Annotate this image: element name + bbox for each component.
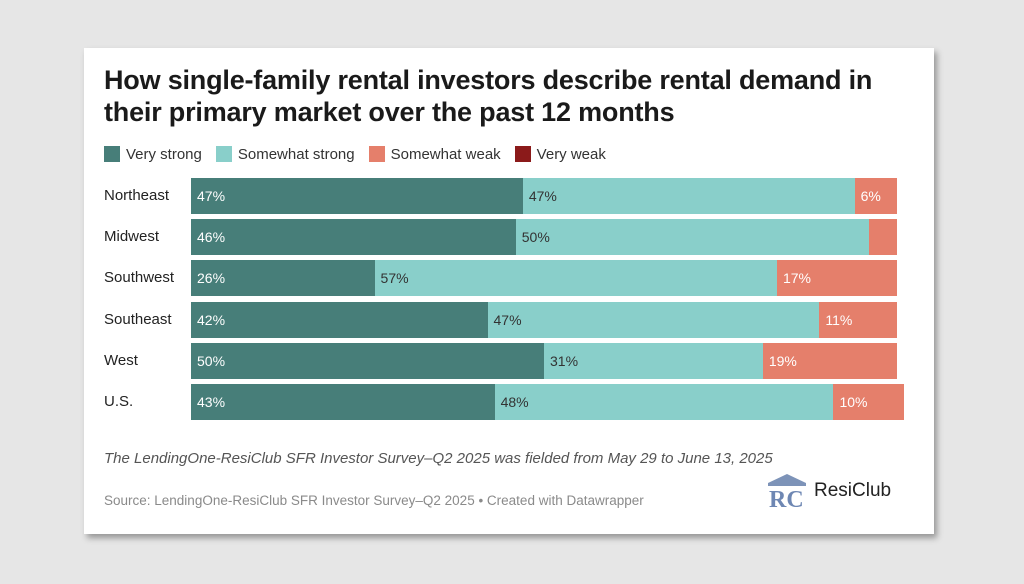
bar-segment-very-strong: 46% <box>191 219 516 256</box>
bar-segment-very-strong: 50% <box>191 342 544 379</box>
legend-item-very-strong: Very strong <box>104 146 202 163</box>
category-label: Southeast <box>104 310 172 328</box>
bar-segment-somewhat-weak: 6% <box>854 178 897 214</box>
bar-segment-somewhat-weak <box>868 219 897 256</box>
bar-row: 43% 48% 10% <box>191 384 905 420</box>
logo-mark-letters: RC <box>769 487 804 508</box>
legend-item-very-weak: Very weak <box>514 145 606 163</box>
category-label: Northeast <box>104 187 170 204</box>
bar-segment-very-strong: 42% <box>191 301 488 338</box>
legend-label-very-strong: Very strong <box>126 145 202 163</box>
bar-segment-very-strong: 43% <box>191 384 495 420</box>
bar-row: 26% 57% 17% <box>191 260 897 297</box>
category-label: West <box>104 351 138 369</box>
legend-swatch-very-strong <box>104 146 120 162</box>
legend-item-somewhat-weak: Somewhat weak <box>368 145 501 163</box>
category-label: Midwest <box>104 228 160 246</box>
legend-swatch-somewhat-weak <box>368 146 385 162</box>
bar-segment-somewhat-strong: 47% <box>522 178 855 214</box>
bar-segment-somewhat-weak: 19% <box>762 342 897 379</box>
category-label: U.S. <box>104 393 134 410</box>
legend-label-somewhat-strong: Somewhat strong <box>237 145 355 163</box>
bar-segment-somewhat-weak: 17% <box>776 260 897 297</box>
bar-segment-somewhat-strong: 50% <box>515 219 869 256</box>
legend: Very strong Somewhat strong Somewhat wea… <box>104 144 606 164</box>
bar-row: 50% 31% 19% <box>191 342 897 379</box>
bar-row: 47% 47% 6% <box>191 178 897 214</box>
bar-segment-very-strong: 47% <box>191 178 523 214</box>
bar-segment-somewhat-weak: 11% <box>819 301 897 338</box>
bar-segment-very-strong: 26% <box>191 260 375 297</box>
stacked-bar-chart: Northeast 47% 47% 6% Midwest 46% 50% Southwest 2… <box>84 178 934 428</box>
category-label: Southwest <box>104 269 175 287</box>
legend-label-somewhat-weak: Somewhat weak <box>390 145 501 163</box>
bar-row: 46% 50% <box>191 219 897 256</box>
survey-note: The LendingOne-ResiClub SFR Investor Sur… <box>104 450 773 467</box>
bar-segment-somewhat-strong: 57% <box>374 260 777 297</box>
bar-segment-somewhat-strong: 48% <box>494 384 834 420</box>
legend-item-somewhat-strong: Somewhat strong <box>215 145 355 163</box>
bar-segment-somewhat-strong: 47% <box>487 301 820 338</box>
resiclub-logo-icon: RC <box>768 474 806 508</box>
bar-segment-somewhat-strong: 31% <box>544 342 763 379</box>
bar-segment-somewhat-weak: 10% <box>833 384 905 420</box>
legend-swatch-very-weak <box>514 146 531 162</box>
legend-swatch-somewhat-strong <box>215 146 232 162</box>
bar-row: 42% 47% 11% <box>191 301 897 338</box>
logo-text: ResiClub <box>814 480 892 501</box>
chart-title: How single-family rental investors descr… <box>104 65 873 127</box>
legend-label-very-weak: Very weak <box>536 145 606 163</box>
chart-card: How single-family rental investors descr… <box>84 48 934 534</box>
resiclub-logo: RC ResiClub <box>768 474 891 508</box>
source-line: Source: LendingOne-ResiClub SFR Investor… <box>104 493 644 508</box>
